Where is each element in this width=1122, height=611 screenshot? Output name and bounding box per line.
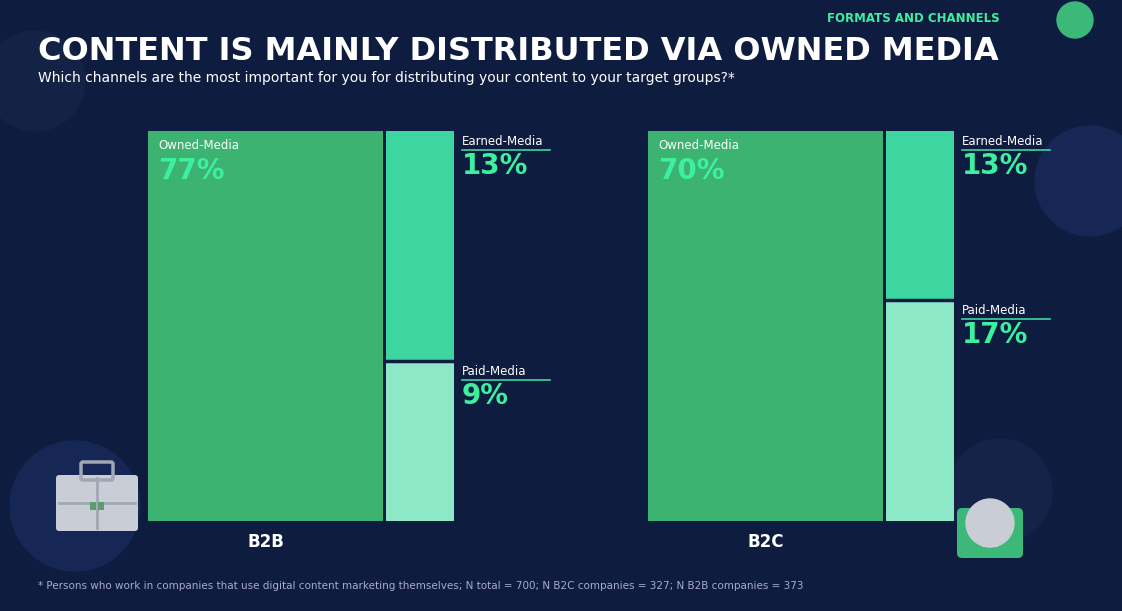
Circle shape xyxy=(966,499,1014,547)
Text: Paid-Media: Paid-Media xyxy=(962,304,1027,317)
FancyBboxPatch shape xyxy=(56,475,138,531)
Text: B2C: B2C xyxy=(747,533,784,551)
Bar xyxy=(886,131,954,300)
Circle shape xyxy=(948,439,1052,543)
Text: Owned-Media: Owned-Media xyxy=(657,139,739,152)
Circle shape xyxy=(1057,2,1093,38)
Text: 70%: 70% xyxy=(657,157,725,185)
Text: FORMATS AND CHANNELS: FORMATS AND CHANNELS xyxy=(827,12,1000,25)
Text: Which channels are the most important for you for distributing your content to y: Which channels are the most important fo… xyxy=(38,71,735,85)
Bar xyxy=(649,131,883,521)
Text: Paid-Media: Paid-Media xyxy=(462,365,526,378)
Bar xyxy=(148,131,383,521)
Text: 9%: 9% xyxy=(462,382,509,411)
Text: B2B: B2B xyxy=(247,533,284,551)
Text: Earned-Media: Earned-Media xyxy=(962,135,1043,148)
Circle shape xyxy=(1034,126,1122,236)
FancyBboxPatch shape xyxy=(957,508,1023,558)
Text: 13: 13 xyxy=(1065,12,1086,27)
Text: Owned-Media: Owned-Media xyxy=(158,139,239,152)
Bar xyxy=(386,362,454,521)
Bar xyxy=(886,300,954,521)
Text: 13%: 13% xyxy=(962,152,1029,180)
Text: 13%: 13% xyxy=(462,152,528,180)
Bar xyxy=(98,502,104,510)
Text: 17%: 17% xyxy=(962,321,1029,349)
Text: Earned-Media: Earned-Media xyxy=(462,135,543,148)
Bar xyxy=(90,502,96,510)
Circle shape xyxy=(10,441,140,571)
Bar xyxy=(982,523,997,547)
Text: 77%: 77% xyxy=(158,157,224,185)
Circle shape xyxy=(0,31,85,131)
Text: CONTENT IS MAINLY DISTRIBUTED VIA OWNED MEDIA: CONTENT IS MAINLY DISTRIBUTED VIA OWNED … xyxy=(38,36,999,67)
Bar xyxy=(386,131,454,362)
Text: * Persons who work in companies that use digital content marketing themselves; N: * Persons who work in companies that use… xyxy=(38,581,803,591)
